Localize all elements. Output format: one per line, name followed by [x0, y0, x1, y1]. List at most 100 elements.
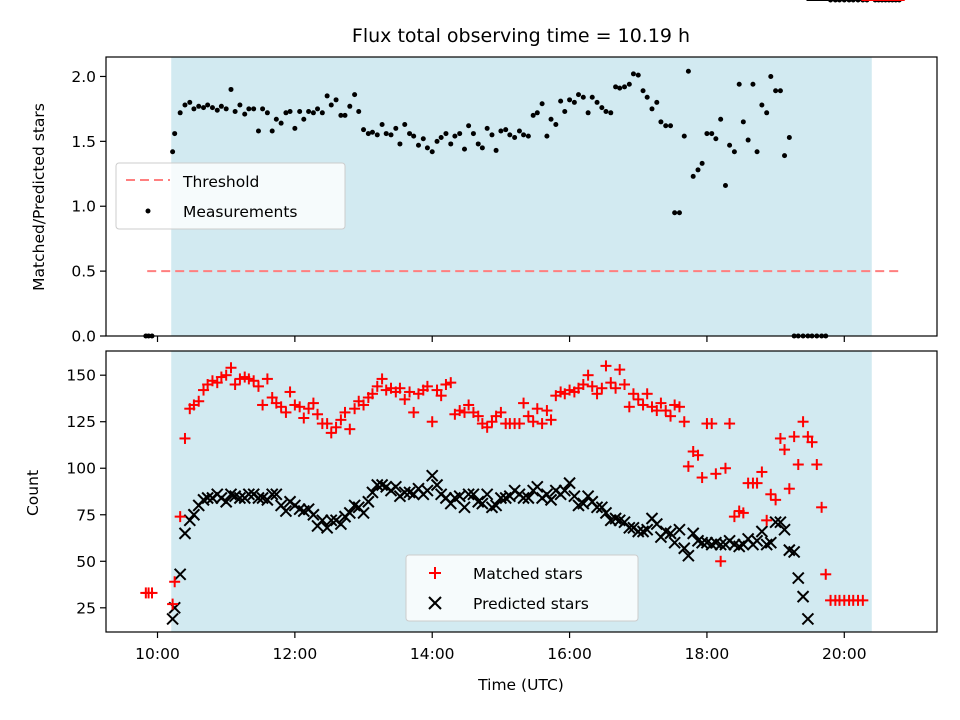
measurement-point — [479, 145, 485, 151]
predicted-star-stroke-b — [389, 480, 403, 494]
top-panel: 0.0 0.5 1.0 1.5 2.0 Flux total observing tim… — [30, 0, 938, 346]
predicted-star-point — [219, 495, 233, 508]
measurement-point — [383, 131, 389, 137]
predicted-star-stroke-b — [664, 527, 677, 540]
matched-star-point — [431, 384, 443, 396]
matched-star-point — [394, 382, 406, 394]
predicted-star-stroke-b — [256, 491, 269, 505]
predicted-star-stroke-b — [316, 514, 329, 527]
measurement-point — [576, 92, 582, 98]
y-tick-label: 1.5 — [71, 133, 96, 151]
predicted-star-point — [357, 506, 370, 520]
matched-star-point — [811, 459, 823, 471]
matched-star-point — [522, 410, 534, 422]
predicted-star-point — [558, 484, 571, 497]
matched-star-point — [591, 388, 603, 400]
predicted-star-stroke-b — [623, 521, 636, 534]
measurement-point — [374, 132, 380, 138]
predicted-star-stroke-b — [293, 502, 306, 516]
matched-stars-legend-swatch — [429, 567, 441, 579]
predicted-star-point — [366, 486, 379, 499]
measurement-point — [626, 81, 632, 87]
measurement-point — [342, 112, 348, 118]
bottom-y-axis-label: Count — [24, 470, 42, 516]
matched-star-point — [289, 399, 301, 411]
predicted-star-point — [792, 571, 805, 585]
predicted-star-stroke-b — [403, 486, 416, 499]
top-legend: Threshold Measurements — [115, 162, 346, 230]
matched-star-point — [637, 399, 649, 411]
measurement-point — [512, 134, 518, 140]
y-tick-label: 2.0 — [71, 68, 96, 86]
x-tick-label: 14:00 — [410, 645, 455, 663]
predicted-star-point — [178, 527, 192, 540]
measurement-point — [443, 131, 449, 137]
measurement-point — [170, 149, 176, 155]
measurement-point — [635, 72, 641, 78]
measurement-point — [553, 121, 559, 127]
predicted-star-stroke-b — [320, 521, 334, 534]
measurement-point — [356, 109, 362, 115]
predicted-star-stroke-b — [166, 612, 179, 626]
measurement-point — [672, 210, 678, 216]
measurement-point — [759, 102, 765, 108]
matched-star-point — [696, 472, 708, 484]
predicted-star-point — [769, 515, 782, 529]
matched-star-point — [596, 382, 608, 394]
threshold-legend-label: Threshold — [182, 173, 259, 191]
predicted-star-stroke-b — [348, 499, 361, 512]
measurement-point — [654, 99, 660, 105]
measurements-legend-label: Measurements — [183, 203, 298, 221]
matched-star-point — [321, 418, 333, 430]
predicted-star-stroke-b — [444, 497, 457, 510]
matched-star-point — [665, 410, 677, 422]
measurement-point — [613, 84, 619, 90]
measurement-point — [475, 141, 481, 147]
measurement-point — [297, 109, 303, 115]
predicted-star-point — [664, 527, 677, 540]
matched-star-point — [806, 436, 818, 448]
predicted-star-point — [187, 508, 201, 521]
measurement-point — [668, 123, 674, 129]
x-tick-label: 12:00 — [273, 645, 318, 663]
x-tick-label: 10:00 — [135, 645, 180, 663]
measurement-point — [608, 110, 614, 116]
measurement-point — [255, 128, 261, 134]
measurement-point — [548, 116, 554, 122]
matched-star-point — [797, 416, 809, 428]
measurement-point — [315, 106, 321, 112]
measurement-point — [585, 110, 591, 116]
predicted-star-point — [173, 568, 187, 581]
matched-star-point — [737, 507, 749, 519]
matched-star-point — [211, 377, 223, 389]
matched-star-point — [426, 416, 438, 428]
top-y-ticks: 0.0 0.5 1.0 1.5 2.0 — [71, 68, 106, 346]
predicted-star-stroke-b — [650, 517, 664, 531]
measurement-point — [718, 116, 724, 122]
measurement-point — [452, 133, 458, 139]
matched-star-point — [586, 380, 598, 392]
measurement-point — [676, 210, 682, 216]
measurement-point — [713, 136, 719, 142]
measurement-point — [539, 101, 545, 107]
measurement-point — [594, 99, 600, 105]
matched-star-point — [632, 393, 644, 405]
predicted-star-stroke-b — [787, 545, 801, 559]
predicted-star-point — [774, 515, 787, 529]
matched-star-point — [719, 462, 731, 474]
predicted-star-stroke-b — [219, 495, 233, 508]
measurement-point — [264, 110, 270, 116]
predicted-star-point — [343, 506, 357, 520]
predicted-star-stroke-b — [325, 514, 338, 527]
matched-star-point — [774, 432, 786, 444]
matched-star-point — [193, 395, 205, 407]
matched-star-point — [673, 401, 685, 413]
matched-star-point — [169, 576, 181, 588]
bottom-panel: 25 50 75 100 125 150 10:00 12:00 14:00 16:00 18:0… — [24, 0, 938, 694]
matched-star-point — [481, 421, 493, 433]
predicted-star-stroke-b — [563, 476, 576, 490]
predicted-star-point — [544, 493, 558, 507]
measurement-point — [644, 94, 650, 100]
predicted-star-stroke-b — [489, 499, 503, 512]
measurement-point — [603, 109, 609, 115]
